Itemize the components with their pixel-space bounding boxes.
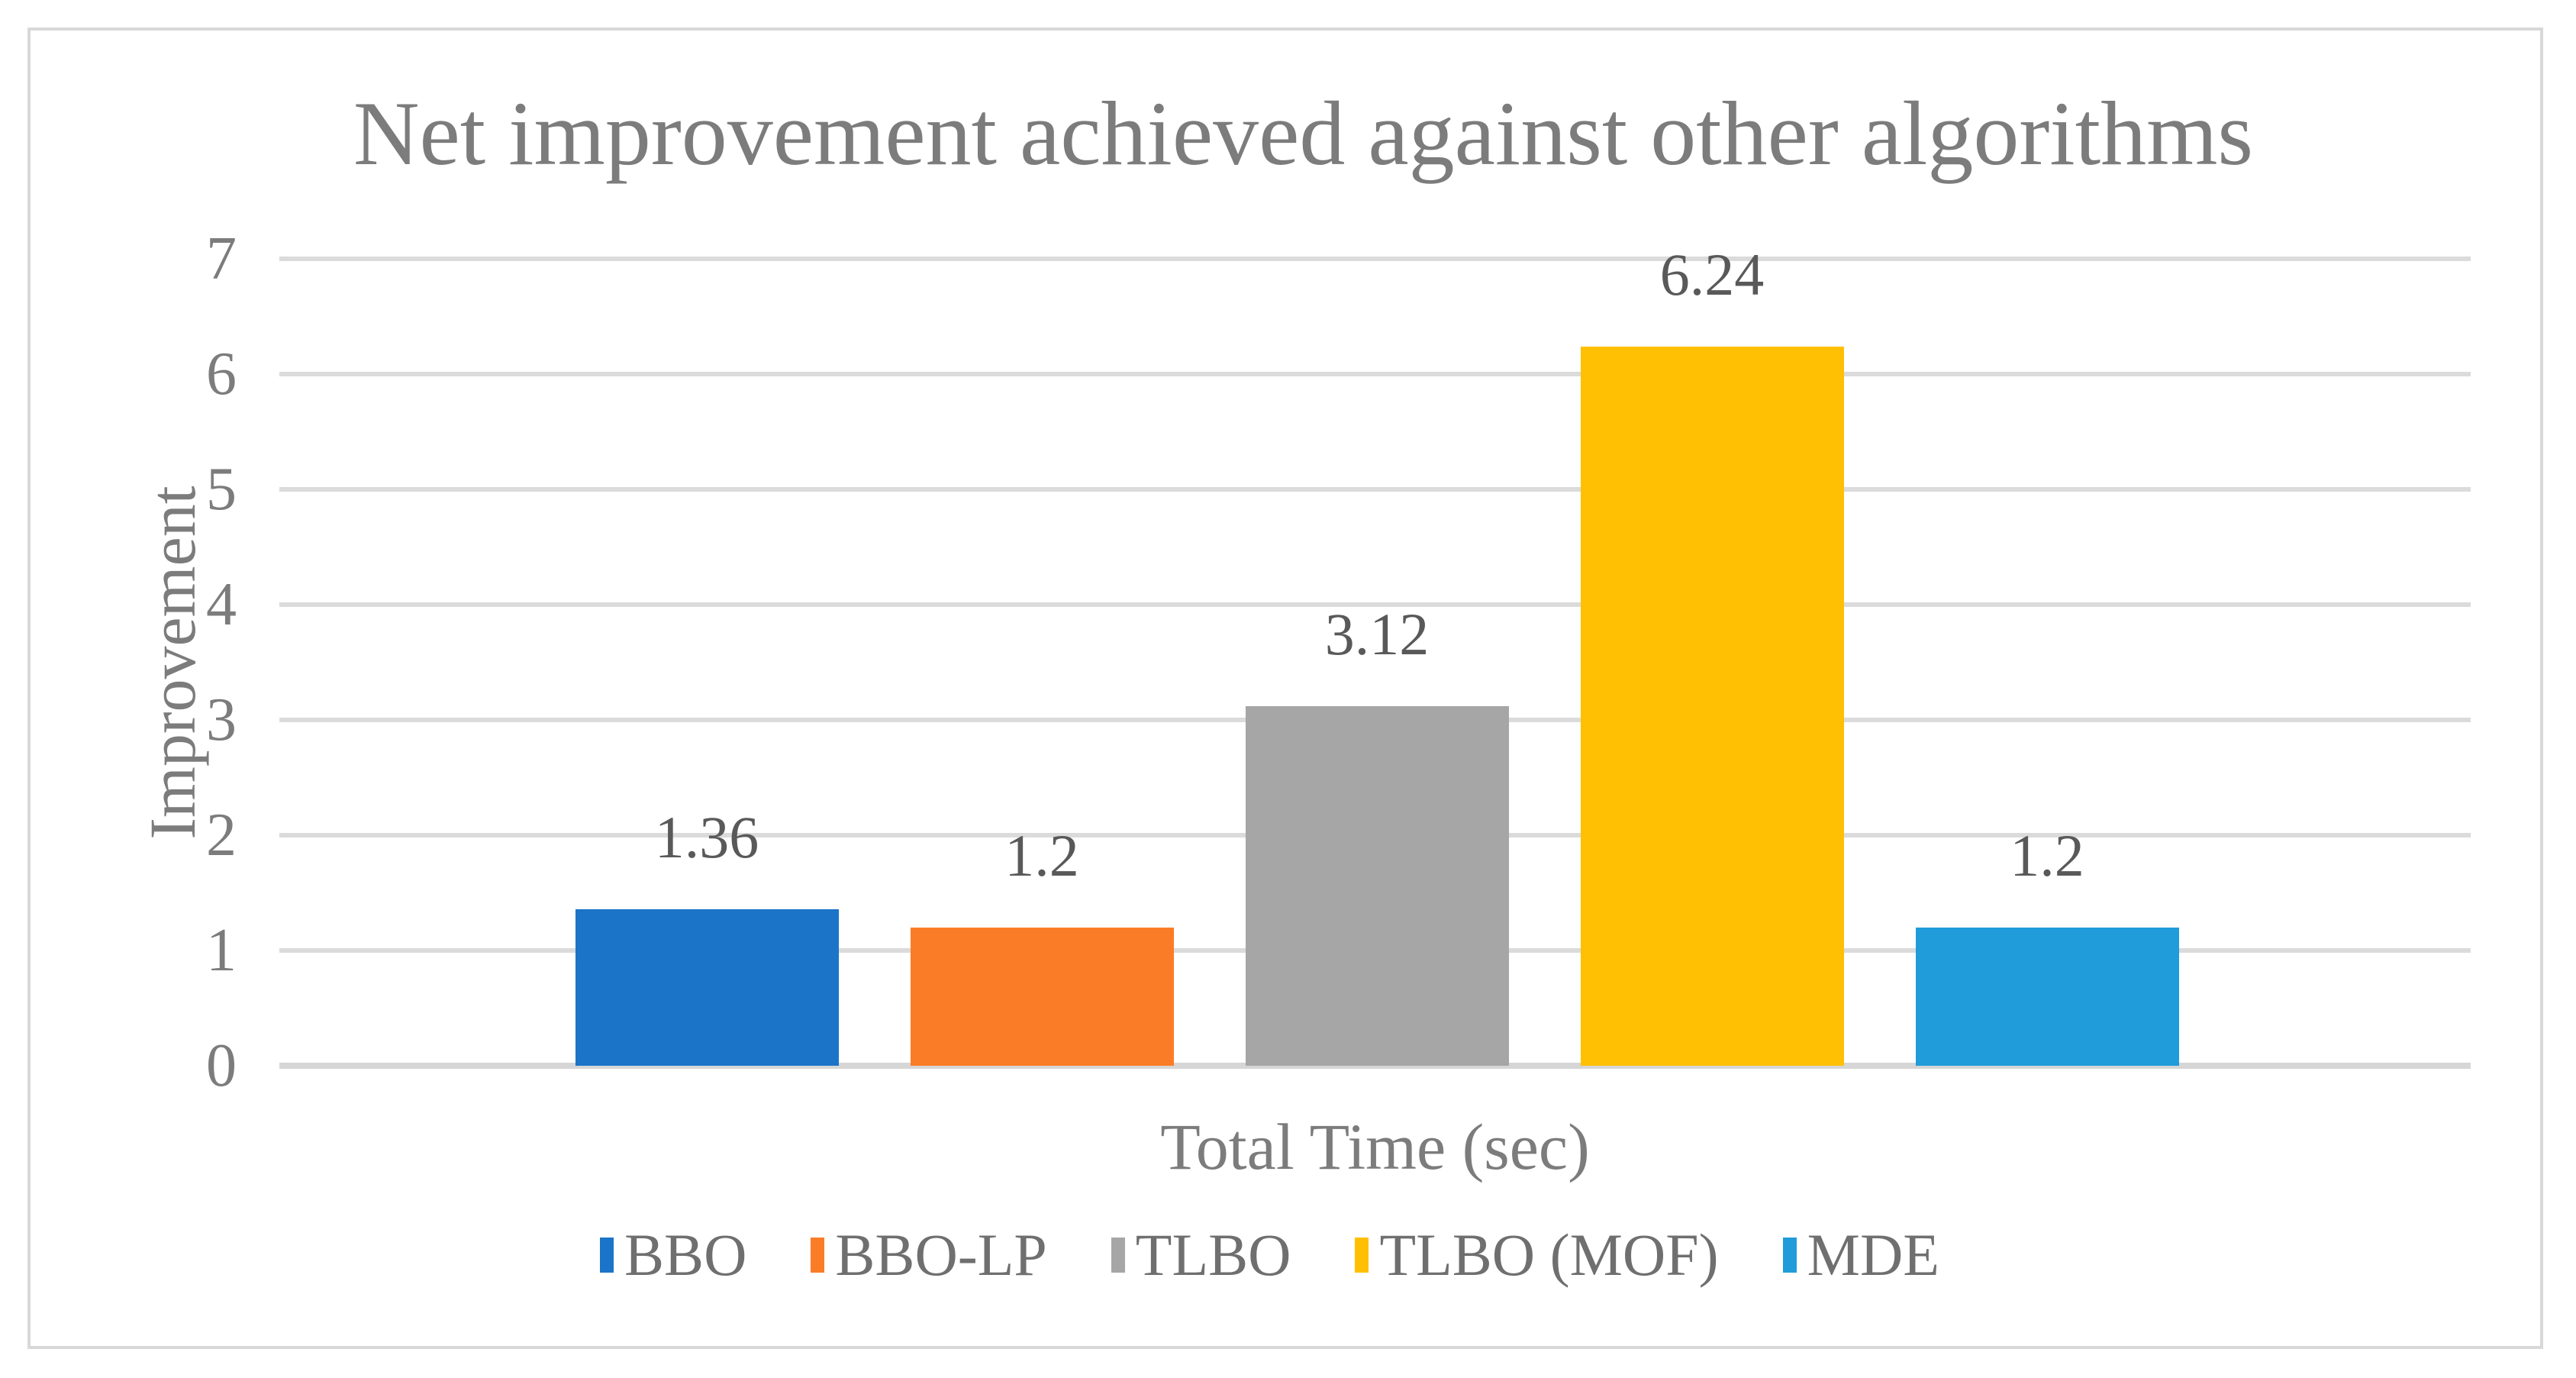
chart-title: Net improvement achieved against other a… bbox=[353, 82, 2254, 184]
bar-tlbo bbox=[1245, 706, 1509, 1066]
bar-value-label-tlbo: 3.12 bbox=[1324, 601, 1430, 667]
bar-value-label-tlbo-mof: 6.24 bbox=[1659, 241, 1765, 308]
y-tick-label-5: 5 bbox=[206, 456, 237, 523]
legend-item-bbo-lp: BBO-LP bbox=[811, 1218, 1047, 1292]
y-tick-label-3: 3 bbox=[206, 686, 237, 754]
chart-outer-border bbox=[27, 27, 2543, 1349]
legend-marker-bbo-lp-icon bbox=[811, 1238, 825, 1273]
y-tick-label-6: 6 bbox=[206, 340, 237, 408]
legend-marker-tlbo-mof-icon bbox=[1355, 1238, 1369, 1273]
legend: BBO BBO-LP TLBO TLBO (MOF) MDE bbox=[0, 1217, 2558, 1293]
y-tick-label-1: 1 bbox=[206, 917, 237, 984]
y-tick-label-4: 4 bbox=[206, 571, 237, 638]
y-tick-label-7: 7 bbox=[206, 225, 237, 292]
legend-label-tlbo: TLBO bbox=[1135, 1221, 1291, 1288]
gridline bbox=[279, 487, 2471, 492]
y-tick-label-2: 2 bbox=[206, 802, 237, 869]
bar-bbo-lp bbox=[910, 928, 1174, 1066]
bar-value-label-mde: 1.2 bbox=[2010, 822, 2084, 889]
x-axis-title: Total Time (sec) bbox=[1160, 1110, 1590, 1183]
legend-item-tlbo: TLBO bbox=[1111, 1218, 1291, 1292]
legend-label-bbo: BBO bbox=[624, 1221, 747, 1288]
legend-marker-tlbo-icon bbox=[1111, 1238, 1125, 1273]
legend-label-bbo-lp: BBO-LP bbox=[835, 1221, 1047, 1288]
legend-label-tlbo-mof: TLBO (MOF) bbox=[1379, 1221, 1719, 1288]
gridline bbox=[279, 602, 2471, 607]
legend-marker-mde-icon bbox=[1782, 1238, 1797, 1273]
gridline bbox=[279, 372, 2471, 376]
x-axis-line bbox=[279, 1063, 2471, 1069]
bar-bbo bbox=[575, 909, 839, 1066]
bar-tlbo-mof bbox=[1580, 347, 1844, 1066]
legend-item-bbo: BBO bbox=[600, 1218, 746, 1292]
y-tick-label-0: 0 bbox=[206, 1032, 237, 1099]
bar-value-label-bbo: 1.36 bbox=[654, 804, 759, 870]
legend-marker-bbo-icon bbox=[600, 1238, 614, 1273]
bar-value-label-bbo-lp: 1.2 bbox=[1004, 822, 1079, 889]
gridline bbox=[279, 257, 2471, 261]
legend-item-mde: MDE bbox=[1782, 1218, 1939, 1292]
legend-item-tlbo-mof: TLBO (MOF) bbox=[1355, 1218, 1719, 1292]
legend-label-mde: MDE bbox=[1807, 1221, 1939, 1288]
bar-mde bbox=[1915, 928, 2179, 1066]
